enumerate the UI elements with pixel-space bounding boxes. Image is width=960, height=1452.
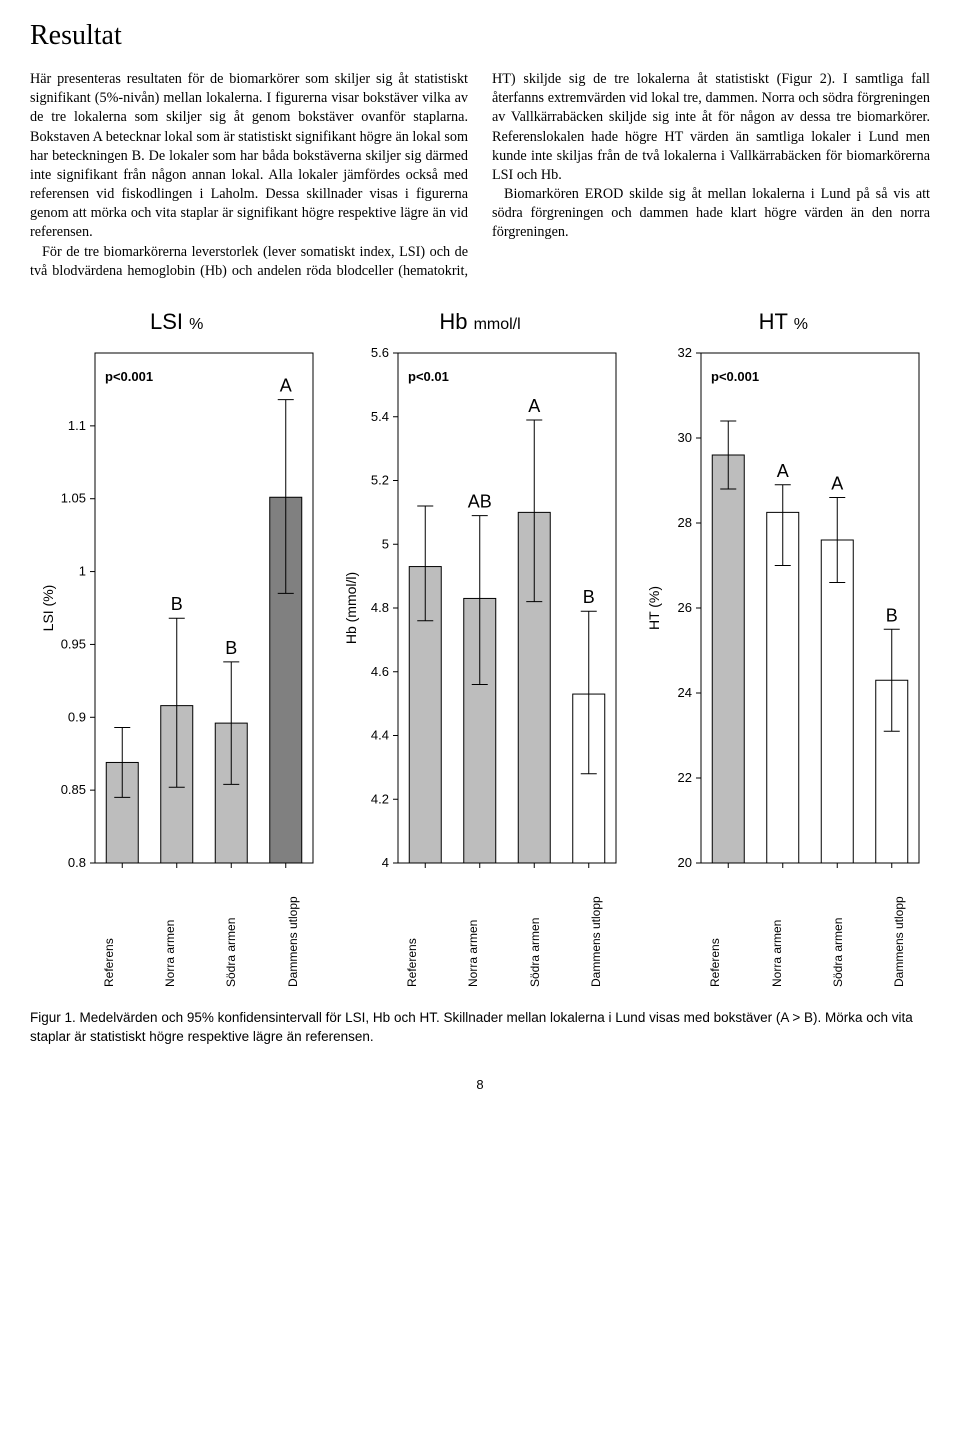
chart-ht: HT % 20 22 24 26 28 30 32 HT (%) p<0.001 A A B Refe… (637, 309, 930, 987)
svg-text:5.6: 5.6 (371, 345, 389, 360)
svg-text:4.2: 4.2 (371, 791, 389, 806)
chart-title-unit: % (189, 316, 203, 333)
chart-title: HT % (759, 309, 808, 335)
chart-title-main: LSI (150, 309, 183, 334)
x-axis-label: Södra armen (224, 877, 238, 987)
x-axis-label: Södra armen (528, 877, 542, 987)
svg-text:32: 32 (678, 345, 692, 360)
chart-row: LSI % 0.8 0.85 0.9 0.95 1 1.05 1.1 LSI (%) p<0.0… (30, 309, 930, 987)
chart-svg: 20 22 24 26 28 30 32 HT (%) p<0.001 A A B (643, 343, 923, 873)
svg-text:30: 30 (678, 430, 692, 445)
chart-title-main: HT (759, 309, 788, 334)
page-number: 8 (30, 1077, 930, 1092)
chart-title: Hb mmol/l (439, 309, 520, 335)
svg-text:5: 5 (382, 536, 389, 551)
svg-text:B: B (170, 594, 182, 614)
body-text: Här presenteras resultaten för de biomar… (30, 70, 930, 281)
svg-text:LSI (%): LSI (%) (40, 585, 56, 632)
svg-text:A: A (528, 396, 540, 416)
chart-lsi: LSI % 0.8 0.85 0.9 0.95 1 1.05 1.1 LSI (%) p<0.0… (30, 309, 323, 987)
x-axis-label: Dammens utlopp (892, 877, 906, 987)
svg-text:0.85: 0.85 (60, 782, 85, 797)
svg-text:20: 20 (678, 855, 692, 870)
figure-caption: Figur 1. Medelvärden och 95% konfidensin… (30, 1009, 930, 1047)
svg-text:p<0.01: p<0.01 (408, 369, 449, 384)
svg-text:B: B (583, 587, 595, 607)
x-labels: Referens Norra armen Södra armen Dammens ut… (637, 877, 930, 987)
svg-text:24: 24 (678, 685, 692, 700)
section-heading: Resultat (30, 20, 930, 52)
x-labels: Referens Norra armen Södra armen Dammens ut… (333, 877, 626, 987)
svg-text:A: A (777, 461, 789, 481)
chart-svg: 4 4.2 4.4 4.6 4.8 5 5.2 5.4 5.6 Hb (mmol/l) p<0.01… (340, 343, 620, 873)
chart-hb: Hb mmol/l 4 4.2 4.4 4.6 4.8 5 5.2 5.4 5.6 Hb (mmo… (333, 309, 626, 987)
svg-text:A: A (279, 376, 291, 396)
svg-text:1: 1 (78, 563, 85, 578)
chart-title-main: Hb (439, 309, 467, 334)
svg-text:4.6: 4.6 (371, 664, 389, 679)
svg-text:4.8: 4.8 (371, 600, 389, 615)
svg-text:22: 22 (678, 770, 692, 785)
chart-title-unit: % (794, 316, 808, 333)
svg-text:A: A (832, 473, 844, 493)
svg-text:B: B (886, 605, 898, 625)
svg-text:28: 28 (678, 515, 692, 530)
x-axis-label: Dammens utlopp (589, 877, 603, 987)
svg-text:HT (%): HT (%) (646, 586, 662, 630)
x-axis-label: Referens (405, 877, 419, 987)
svg-text:0.8: 0.8 (68, 855, 86, 870)
svg-text:5.4: 5.4 (371, 409, 389, 424)
svg-text:B: B (225, 638, 237, 658)
chart-svg: 0.8 0.85 0.9 0.95 1 1.05 1.1 LSI (%) p<0.001 B B A (37, 343, 317, 873)
x-axis-label: Norra armen (770, 877, 784, 987)
svg-text:0.9: 0.9 (68, 709, 86, 724)
svg-text:26: 26 (678, 600, 692, 615)
chart-title-unit: mmol/l (474, 316, 521, 333)
svg-text:1.05: 1.05 (60, 491, 85, 506)
svg-text:4.4: 4.4 (371, 727, 389, 742)
svg-text:AB: AB (468, 491, 492, 511)
x-axis-label: Referens (102, 877, 116, 987)
svg-text:p<0.001: p<0.001 (711, 369, 759, 384)
svg-text:1.1: 1.1 (68, 418, 86, 433)
x-axis-label: Norra armen (163, 877, 177, 987)
svg-text:Hb (mmol/l): Hb (mmol/l) (343, 572, 359, 644)
x-axis-label: Norra armen (466, 877, 480, 987)
x-axis-label: Södra armen (831, 877, 845, 987)
x-axis-label: Referens (708, 877, 722, 987)
chart-title: LSI % (150, 309, 203, 335)
x-labels: Referens Norra armen Södra armen Dammens ut… (30, 877, 323, 987)
paragraph: Biomarkören EROD skilde sig åt mellan lo… (492, 185, 930, 243)
x-axis-label: Dammens utlopp (286, 877, 300, 987)
svg-text:5.2: 5.2 (371, 472, 389, 487)
paragraph: Här presenteras resultaten för de biomar… (30, 70, 468, 243)
svg-text:0.95: 0.95 (60, 636, 85, 651)
svg-text:4: 4 (382, 855, 389, 870)
svg-text:p<0.001: p<0.001 (105, 369, 153, 384)
